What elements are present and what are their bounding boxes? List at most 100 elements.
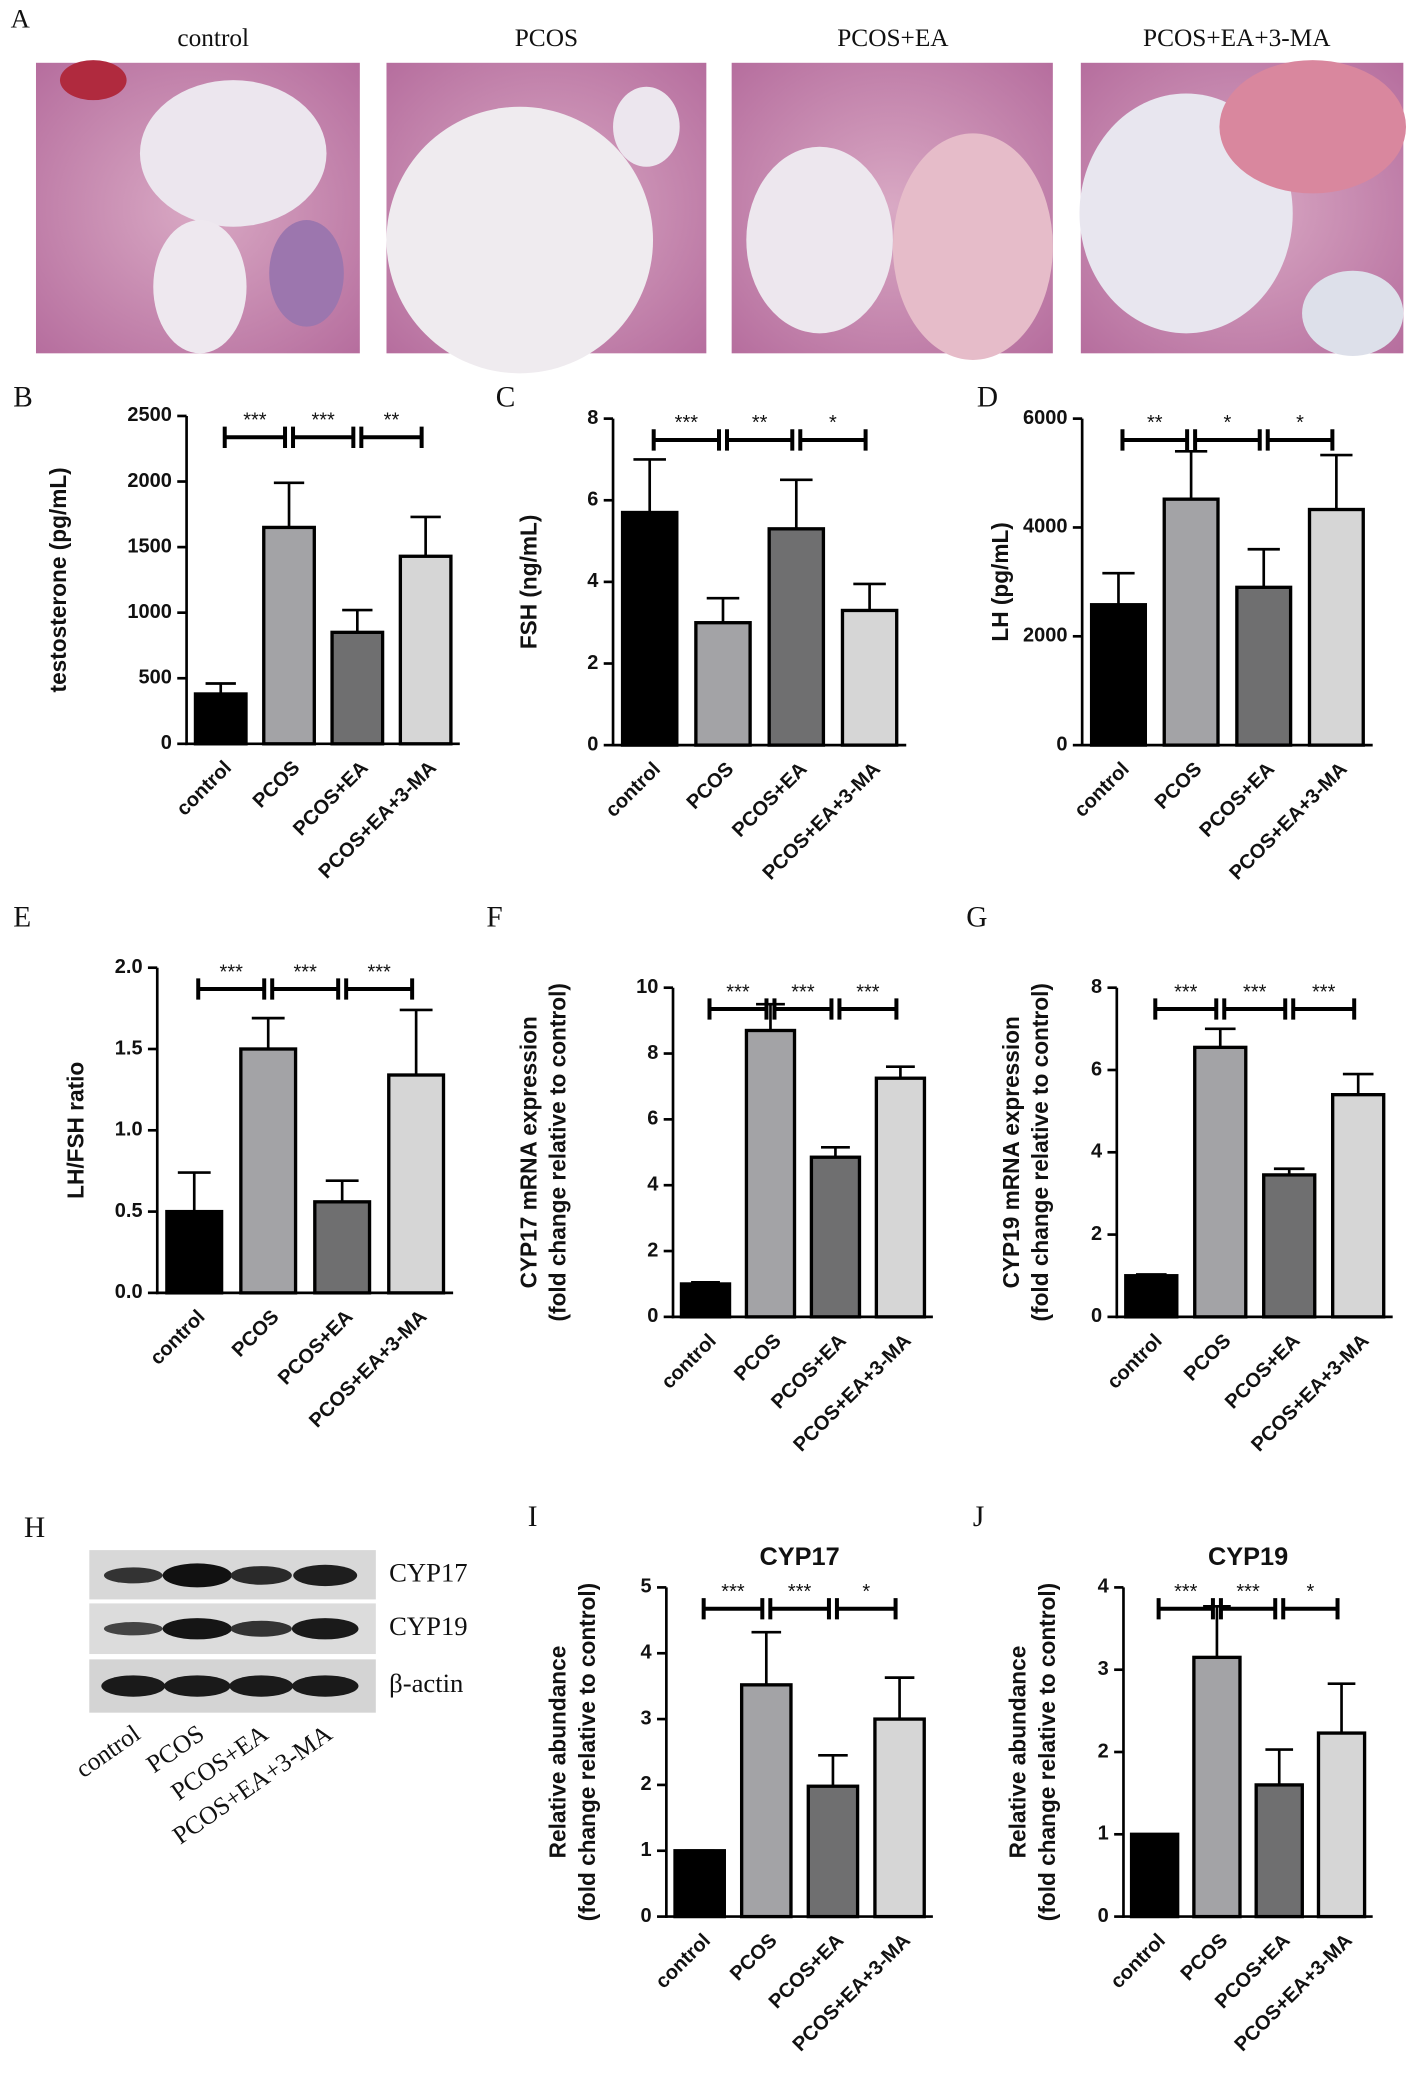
y-tick-label: 2.0 <box>115 956 143 978</box>
significance-label: * <box>862 1581 870 1603</box>
y-tick-label: 1500 <box>127 535 171 557</box>
significance-label: *** <box>220 961 244 983</box>
significance-label: ** <box>1147 412 1163 434</box>
y-tick-label: 0 <box>1056 733 1067 755</box>
y-tick-label: 10 <box>636 976 658 998</box>
panel-label: E <box>13 901 31 933</box>
bar <box>398 554 453 746</box>
chart: F CYP17 mRNA expression (fold change relat… <box>486 901 933 1456</box>
y-tick-label: 2 <box>1098 1740 1109 1762</box>
protein-label: CYP19 <box>389 1611 467 1641</box>
significance-label: *** <box>726 981 750 1003</box>
significance-bracket <box>651 429 721 451</box>
y-tick-label: 6 <box>1091 1058 1102 1080</box>
y-tick-label: 0 <box>161 732 172 754</box>
group-label: PCOS+EA <box>837 24 949 52</box>
bar <box>1331 1093 1386 1319</box>
y-axis-label: CYP19 mRNA expression <box>998 1016 1024 1288</box>
group-label: control <box>71 1719 146 1783</box>
group-label: control <box>177 24 249 52</box>
significance-bracket <box>344 978 415 1000</box>
y-tick-label: 0 <box>1098 1905 1109 1927</box>
y-axis-label: (fold change relative to control) <box>574 1583 600 1921</box>
y-tick-label: 2 <box>641 1773 652 1795</box>
corpus-luteum <box>892 133 1053 360</box>
significance-label: * <box>829 412 837 434</box>
follicle <box>153 220 247 354</box>
y-axis-label: CYP17 mRNA expression <box>515 1016 541 1288</box>
significance-bracket <box>1291 998 1357 1020</box>
bar <box>1235 585 1293 747</box>
bar <box>313 1200 372 1295</box>
y-axis-label: testosterone (pg/mL) <box>45 467 71 692</box>
y-tick-label: 2000 <box>1023 625 1067 647</box>
x-tick-label: control <box>1070 758 1133 821</box>
significance-label: *** <box>856 981 880 1003</box>
y-tick-label: 8 <box>1091 976 1102 998</box>
bar <box>1262 1173 1317 1319</box>
y-tick-label: 1 <box>641 1839 652 1861</box>
protein-label: β-actin <box>389 1668 463 1698</box>
significance-label: *** <box>294 961 318 983</box>
significance-bracket <box>1281 1598 1340 1620</box>
significance-label: *** <box>1236 1581 1260 1603</box>
significance-label: * <box>1306 1581 1314 1603</box>
y-tick-label: 5 <box>641 1576 652 1598</box>
chart-title: CYP17 <box>760 1543 840 1571</box>
bar <box>767 527 826 747</box>
significance-label: *** <box>788 1581 812 1603</box>
y-tick-label: 6 <box>647 1108 658 1130</box>
panel-label: F <box>486 901 502 933</box>
x-tick-label: control <box>1103 1330 1166 1393</box>
significance-bracket <box>1193 429 1262 451</box>
vessel <box>59 60 127 101</box>
bar <box>694 621 752 747</box>
y-tick-label: 0 <box>647 1305 658 1327</box>
bar <box>193 692 248 746</box>
bar <box>1162 497 1220 747</box>
chart-title: CYP19 <box>1208 1543 1288 1571</box>
y-tick-label: 0 <box>587 733 598 755</box>
bar <box>744 1028 797 1319</box>
western-blot: H CYP17 CYP19 β-actin control PCOS PCOS+… <box>24 1512 468 1850</box>
significance-bracket <box>1156 1598 1215 1620</box>
band <box>103 1567 163 1584</box>
chart: I CYP17 Relative abundance (fold change rel… <box>528 1501 933 2056</box>
bar <box>679 1282 732 1319</box>
y-axis-label: Relative abundance <box>545 1646 571 1859</box>
significance-label: *** <box>675 412 699 434</box>
y-tick-label: 0.0 <box>115 1281 143 1303</box>
y-tick-label: 1 <box>1098 1823 1109 1845</box>
y-tick-label: 4 <box>647 1173 658 1195</box>
significance-bracket <box>724 429 795 451</box>
chart: G CYP19 mRNA expression (fold change relat… <box>966 901 1393 1456</box>
bar <box>809 1155 862 1319</box>
follicle <box>1302 270 1404 356</box>
x-tick-label: PCOS <box>726 1930 782 1986</box>
band <box>230 1620 292 1637</box>
panel-label: G <box>966 901 987 933</box>
significance-bracket <box>837 998 899 1020</box>
significance-bracket <box>1265 429 1335 451</box>
y-tick-label: 2 <box>1091 1223 1102 1245</box>
y-tick-label: 3 <box>641 1707 652 1729</box>
y-axis-label: Relative abundance <box>1005 1646 1031 1859</box>
band <box>229 1675 294 1697</box>
significance-bracket <box>772 998 834 1020</box>
bar <box>1254 1783 1304 1919</box>
follicle <box>613 86 680 167</box>
bar <box>673 1849 726 1919</box>
bar <box>262 525 316 746</box>
significance-label: *** <box>312 410 336 432</box>
bar <box>620 510 679 747</box>
y-tick-label: 8 <box>647 1042 658 1064</box>
chart: J CYP19 Relative abundance (fold change rel… <box>973 1501 1373 2056</box>
histology-panel: A control PCOS PCOS+EA PCOS+EA+3-MA <box>11 4 1407 374</box>
significance-bracket <box>707 998 769 1020</box>
band <box>291 1618 359 1640</box>
significance-bracket <box>798 429 868 451</box>
follicle <box>746 146 893 334</box>
corpus-luteum <box>1219 60 1407 194</box>
